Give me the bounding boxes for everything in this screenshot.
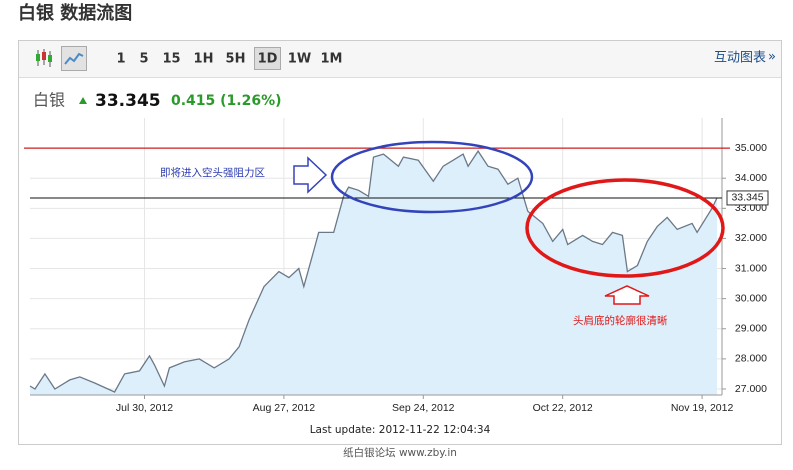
- x-tick-label: Oct 22, 2012: [533, 402, 593, 414]
- page-title: 白银 数据流图: [18, 2, 132, 24]
- up-arrow: [79, 97, 87, 104]
- x-tick-label: Jul 30, 2012: [116, 402, 173, 414]
- area-fill: [30, 151, 718, 395]
- annotation-text: 即将进入空头强阻力区: [160, 166, 265, 179]
- red-circle: [525, 178, 725, 278]
- watermark: 纸白银论坛 www.zby.in: [343, 446, 457, 459]
- y-tick-label: 32.000: [735, 232, 767, 244]
- range-button[interactable]: 5H: [226, 52, 246, 67]
- plot: 27.00028.00029.00030.00031.00032.00033.0…: [24, 118, 769, 414]
- y-tick-label: 27.000: [735, 383, 767, 395]
- range-button[interactable]: 1H: [194, 52, 214, 67]
- interactive-link[interactable]: 互动图表: [714, 51, 766, 66]
- y-tick-label: 30.000: [735, 292, 767, 304]
- price-line: [29, 149, 718, 393]
- y-tick-label: 34.000: [735, 172, 767, 184]
- price-label-box: [726, 190, 769, 206]
- quote-price: 33.345: [95, 91, 161, 111]
- y-tick-label: 28.000: [735, 353, 767, 365]
- range-button[interactable]: 1M: [321, 52, 343, 67]
- red-arrow: [604, 285, 650, 305]
- range-button[interactable]: 1W: [288, 52, 311, 67]
- quote-change: 0.415 (1.26%): [171, 93, 282, 109]
- annotations: 即将进入空头强阻力区 头肩底的轮廓很清晰: [160, 140, 725, 327]
- blue-arrow: [293, 156, 328, 194]
- link-arrow[interactable]: »: [768, 50, 776, 65]
- last-update: Last update: 2012-11-22 12:04:34: [310, 424, 491, 436]
- active-button[interactable]: [254, 47, 281, 70]
- y-tick-label: 29.000: [735, 323, 767, 335]
- toolbar: [19, 41, 781, 77]
- y-tick-label: 35.000: [735, 142, 767, 154]
- quote-name: 白银: [33, 91, 65, 110]
- annotation-text: 头肩底的轮廓很清晰: [573, 314, 668, 327]
- range-button[interactable]: 5: [139, 52, 148, 67]
- candle-icon[interactable]: [32, 46, 56, 70]
- icon-button[interactable]: [61, 46, 87, 71]
- y-tick-label: 31.000: [735, 262, 767, 274]
- x-tick-label: Nov 19, 2012: [671, 402, 734, 414]
- range-button[interactable]: 15: [162, 52, 180, 67]
- price-label: 33.345: [731, 192, 763, 204]
- range-button[interactable]: 1: [116, 52, 125, 67]
- range-button[interactable]: 1D: [258, 52, 278, 67]
- line-icon[interactable]: [61, 46, 87, 71]
- x-tick-label: Aug 27, 2012: [253, 402, 316, 414]
- blue-circle: [330, 140, 534, 214]
- x-tick-label: Sep 24, 2012: [392, 402, 455, 414]
